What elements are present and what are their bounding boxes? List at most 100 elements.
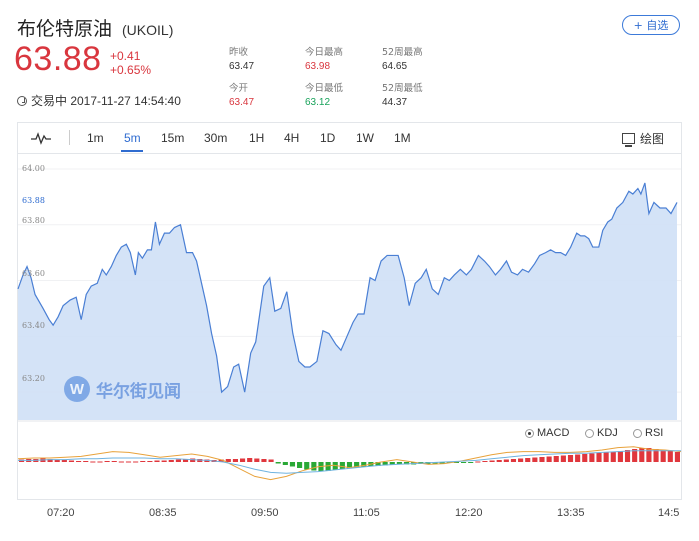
indicator-rsi[interactable]: RSI <box>633 427 663 439</box>
stat-label: 今日最低 <box>305 83 344 94</box>
current-price: 63.88 <box>14 40 102 78</box>
macd-bar <box>282 462 288 465</box>
timeframe-1mo[interactable]: 1M <box>394 131 411 145</box>
macd-bar <box>346 462 353 469</box>
draw-label: 绘图 <box>639 132 664 146</box>
x-tick: 09:50 <box>251 507 279 519</box>
price-line <box>17 182 678 394</box>
stat-label: 今开 <box>229 83 249 94</box>
macd-bar <box>653 449 659 462</box>
timeframe-1h[interactable]: 1H <box>249 131 265 145</box>
macd-bar <box>617 451 623 462</box>
timeframe-5m[interactable]: 5m <box>124 131 141 145</box>
stat-52w-low: 52周最低 44.37 <box>382 82 423 110</box>
timeframe-15m[interactable]: 15m <box>161 131 185 145</box>
macd-bar <box>161 460 167 462</box>
macd-bar <box>254 458 260 462</box>
macd-bar <box>389 462 395 465</box>
macd-bar <box>261 459 267 462</box>
macd-bar <box>311 462 317 471</box>
trading-status: 交易中 2017-11-27 14:54:40 <box>17 92 181 109</box>
macd-bar <box>475 461 481 463</box>
macd-bar <box>382 462 388 466</box>
pulse-icon[interactable] <box>31 131 51 145</box>
macd-bar <box>240 458 246 462</box>
chart-toolbar: 1m 5m 15m 30m 1H 4H 1D 1W 1M 绘图 <box>17 122 682 154</box>
macd-bar <box>624 450 631 462</box>
macd-bar <box>104 461 110 462</box>
macd-bar <box>332 462 338 470</box>
macd-bar <box>97 461 103 463</box>
macd-bar <box>667 451 673 462</box>
y-tick: 63.20 <box>22 374 45 383</box>
stat-value: 63.47 <box>229 97 255 108</box>
timeframe-1d[interactable]: 1D <box>320 131 336 145</box>
timeframe-1m[interactable]: 1m <box>87 131 104 145</box>
x-tick: 14:5 <box>658 507 680 519</box>
macd-bar <box>175 459 181 462</box>
timeframe-30m[interactable]: 30m <box>204 131 228 145</box>
macd-bar <box>439 462 445 464</box>
watermark-text: 华尔街见闻 <box>96 381 181 402</box>
macd-bar <box>339 462 345 469</box>
stat-day-high: 今日最高 63.98 <box>305 46 343 74</box>
macd-dea-line <box>18 450 681 474</box>
indicator-macd[interactable]: MACD <box>525 427 569 439</box>
x-tick: 12:20 <box>455 507 483 519</box>
add-to-watchlist-button[interactable]: + 自选 <box>622 15 680 35</box>
macd-bar <box>133 461 139 463</box>
macd-bar <box>468 462 474 463</box>
macd-dif-line <box>17 446 682 481</box>
macd-bar <box>232 459 238 462</box>
macd-bar <box>482 461 488 462</box>
macd-bar <box>674 452 680 462</box>
macd-bar <box>582 454 588 462</box>
stat-label: 52周最高 <box>382 47 423 58</box>
trading-status-text: 交易中 2017-11-27 14:54:40 <box>31 94 181 108</box>
x-tick: 08:35 <box>149 507 177 519</box>
macd-bar <box>125 461 132 463</box>
macd-bar <box>560 455 566 462</box>
price-area-fill <box>18 182 677 420</box>
macd-bar <box>247 458 253 462</box>
macd-bar <box>646 448 652 462</box>
watermark-logo-icon: W <box>64 376 90 402</box>
macd-bar <box>111 461 117 462</box>
radio-icon <box>585 428 594 438</box>
stat-label: 52周最低 <box>382 83 423 94</box>
macd-bar <box>403 462 410 465</box>
macd-bar <box>354 462 360 468</box>
macd-bar <box>54 459 60 462</box>
macd-bar <box>453 462 459 463</box>
macd-bar <box>289 462 296 467</box>
indicator-kdj[interactable]: KDJ <box>585 427 618 439</box>
macd-bar <box>510 459 517 462</box>
draw-button[interactable]: 绘图 <box>621 130 664 147</box>
macd-bar <box>83 461 89 462</box>
y-tick: 63.80 <box>22 216 45 225</box>
change-value: +0.41 <box>110 49 141 63</box>
macd-bar <box>553 456 559 462</box>
macd-bar <box>275 462 281 464</box>
y-tick: 63.60 <box>22 269 45 278</box>
stat-label: 今日最高 <box>305 47 344 58</box>
macd-bar <box>225 459 231 462</box>
current-price-tick: 63.88 <box>22 196 45 205</box>
instrument-title: 布伦特原油 (UKOIL) <box>17 14 173 41</box>
macd-bar <box>525 458 531 462</box>
timeframe-4h[interactable]: 4H <box>284 131 300 145</box>
y-tick: 64.00 <box>22 164 45 173</box>
macd-bar <box>546 456 552 462</box>
macd-bar <box>182 459 189 462</box>
macd-bar <box>304 462 310 470</box>
stat-52w-high: 52周最高 64.65 <box>382 46 423 74</box>
macd-bar <box>190 458 196 462</box>
macd-bar <box>603 452 609 462</box>
x-tick: 11:05 <box>353 507 380 519</box>
macd-bar <box>503 459 509 462</box>
macd-bar <box>489 460 495 462</box>
timeframe-1w[interactable]: 1W <box>356 131 374 145</box>
stat-open: 今开 63.47 <box>229 82 254 110</box>
price-change: +0.41 +0.65% <box>110 49 151 77</box>
macd-bar <box>461 462 467 463</box>
